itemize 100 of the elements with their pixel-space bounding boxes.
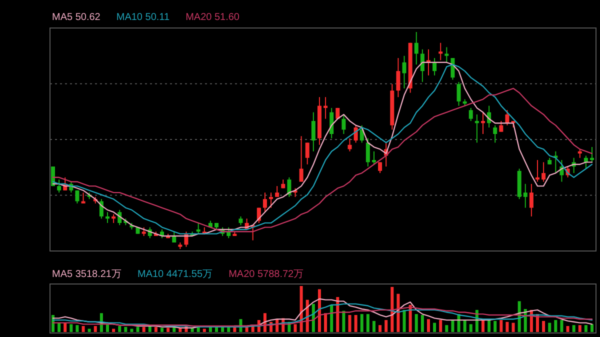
bar [402,310,406,332]
candlestick [438,42,443,61]
bar [348,314,352,332]
candlestick [299,136,304,182]
candlestick [57,179,62,194]
candlestick [360,124,364,144]
bar [572,325,576,332]
bar [94,326,97,332]
text: MA5 3518.21万 [52,269,122,280]
candlestick [75,190,80,204]
bar [112,328,116,332]
candlestick [402,55,406,89]
candlestick [366,138,370,168]
bar [294,324,297,332]
text: MA20 5788.72万 [228,269,304,280]
bar [439,320,442,332]
candlestick [305,142,310,165]
candlestick [474,114,479,144]
bar [58,322,61,332]
candlestick [81,192,86,204]
candlestick [372,150,376,165]
bar [124,326,128,332]
candlestick [287,176,292,198]
bar [566,326,570,332]
text: MA10 4471.55万 [138,269,213,280]
candlestick [535,160,540,182]
bar [445,325,448,332]
bar [330,304,334,332]
bar [426,319,430,332]
candlestick [275,186,280,198]
bar [451,320,454,332]
candlestick [324,96,328,120]
candlestick [529,183,534,217]
bar [136,326,140,332]
candlestick [106,212,110,224]
bar [130,328,134,332]
candlestick [262,192,267,213]
candlestick [505,110,510,126]
candlestick [468,107,473,122]
bar [500,320,503,332]
bar [590,324,594,332]
bar [366,314,370,332]
candlestick [378,162,382,174]
candlestick [311,112,316,152]
bar [469,324,472,332]
candlestick [396,58,400,98]
bar [318,289,321,332]
bar [118,326,122,332]
bar [506,322,509,332]
candlestick [342,114,346,134]
candlestick [499,120,504,132]
candlestick [420,48,424,82]
bar [433,322,436,332]
bar [548,322,552,332]
bar [542,320,546,332]
text: MA5 50.62 [52,12,101,23]
candlestick [480,112,485,134]
bar [88,328,91,332]
bar [408,304,412,332]
candlestick [348,138,352,152]
bar [142,326,146,332]
text: MA10 50.11 [116,12,170,23]
candlestick [226,226,231,239]
bar [463,320,466,332]
bar [488,320,491,332]
bar [554,320,558,332]
bar [378,325,382,332]
bar [342,310,346,332]
bar [372,320,376,332]
candlestick [493,124,498,144]
bar [154,326,158,332]
candlestick [414,32,418,66]
bar [360,314,364,332]
bar [414,314,418,332]
candlestick [196,222,200,234]
bar [396,294,400,332]
candlestick [172,231,176,243]
candlestick [444,46,449,63]
bar [70,324,73,332]
bar [584,325,588,332]
bar [354,314,358,332]
bar [384,320,388,332]
bar [578,325,582,332]
bar [64,322,67,332]
candlestick [269,192,274,208]
bar [82,326,85,332]
bar [160,328,164,332]
bar [494,320,497,332]
bar [76,325,79,332]
candlestick [590,146,594,163]
candlestick [456,81,461,106]
candlestick [542,162,546,182]
text: MA20 51.60 [186,12,240,23]
bar [202,328,206,332]
bar [560,320,564,332]
bar [420,314,424,332]
bar [324,313,328,332]
candlestick [523,183,528,208]
bar [512,322,515,332]
bar [166,328,170,332]
